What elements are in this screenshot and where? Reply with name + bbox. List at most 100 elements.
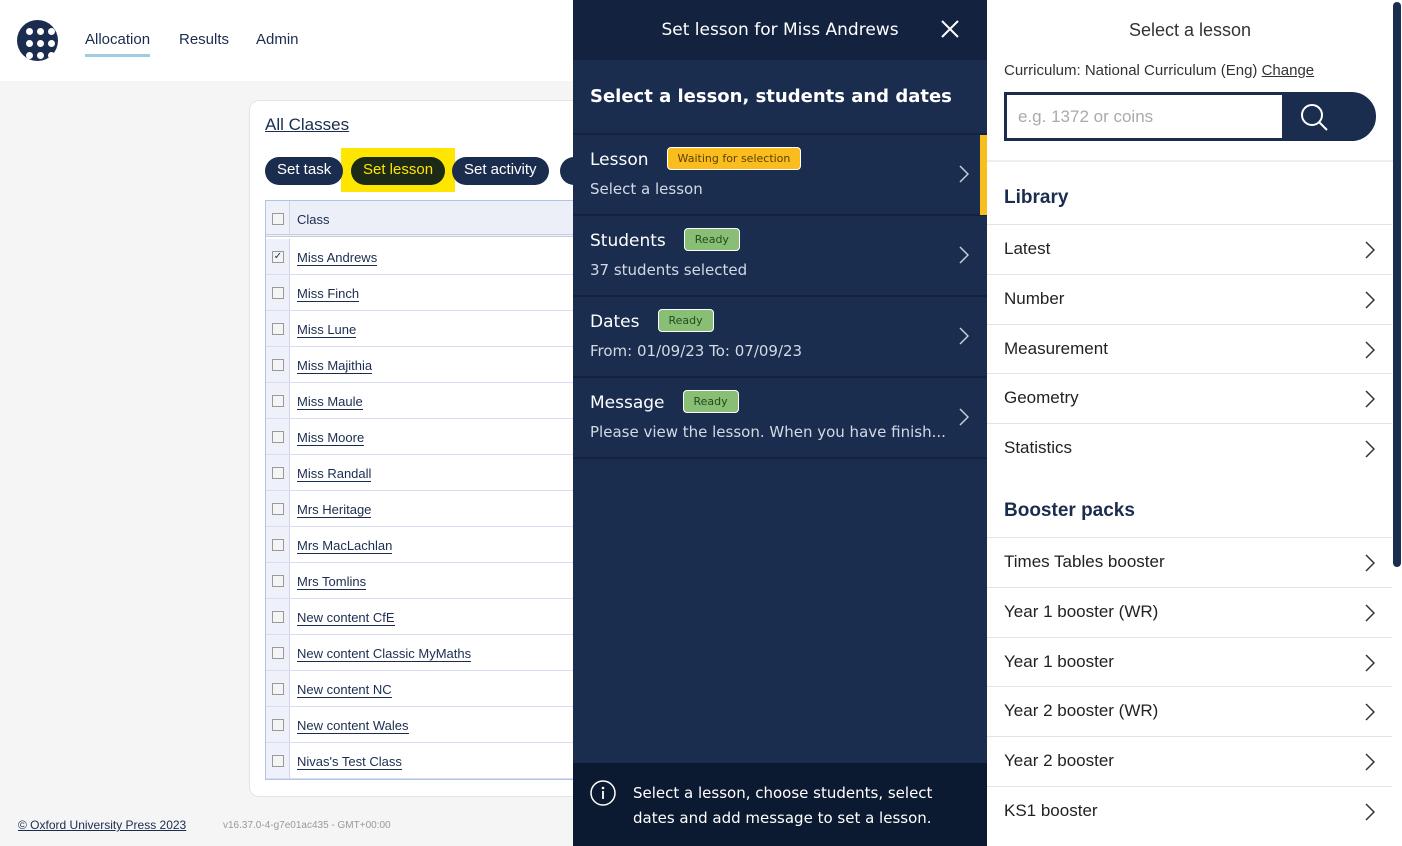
row-checkbox[interactable] xyxy=(272,539,284,551)
class-link[interactable]: Nivas's Test Class xyxy=(297,754,402,770)
list-item[interactable]: Geometry xyxy=(987,373,1392,423)
table-row: New content NC xyxy=(266,671,584,707)
app-grid-logo[interactable] xyxy=(17,20,58,61)
step-title: Message xyxy=(590,393,665,413)
row-checkbox[interactable] xyxy=(272,611,284,623)
select-lesson-panel: Select a lesson Curriculum: National Cur… xyxy=(987,0,1393,846)
table-row: Mrs Tomlins xyxy=(266,563,584,599)
row-checkbox[interactable] xyxy=(272,575,284,587)
class-link[interactable]: Miss Moore xyxy=(297,430,365,446)
row-checkbox[interactable]: ✓ xyxy=(272,251,284,263)
scrollbar[interactable] xyxy=(1393,0,1402,846)
list-item[interactable]: Latest xyxy=(987,224,1392,274)
table-row: New content Classic MyMaths xyxy=(266,635,584,671)
version-text: v16.37.0-4-g7e01ac435 - GMT+00:00 xyxy=(223,820,391,831)
row-checkbox[interactable] xyxy=(272,503,284,515)
class-link[interactable]: New content NC xyxy=(297,682,392,698)
row-checkbox[interactable] xyxy=(272,323,284,335)
lesson-search-input[interactable] xyxy=(1007,95,1282,138)
search-icon[interactable] xyxy=(1297,100,1333,136)
info-icon xyxy=(590,780,616,806)
list-item[interactable]: Measurement xyxy=(987,323,1392,374)
step-message[interactable]: Message Ready Please view the lesson. When… xyxy=(573,378,987,459)
class-link[interactable]: Miss Finch xyxy=(297,286,360,302)
step-dates[interactable]: Dates Ready From: 01/09/23 To: 07/09/23 xyxy=(573,297,987,378)
class-link[interactable]: Miss Majithia xyxy=(297,358,373,374)
class-link[interactable]: New content Wales xyxy=(297,718,409,734)
step-lesson[interactable]: Lesson Waiting for selection Select a less… xyxy=(573,135,987,216)
info-footer: Select a lesson, choose students, select… xyxy=(573,763,987,846)
row-checkbox[interactable] xyxy=(272,395,284,407)
status-badge: Ready xyxy=(682,390,739,413)
set-lesson-modal: Set lesson for Miss Andrews Select a les… xyxy=(573,0,987,846)
class-link[interactable]: Miss Randall xyxy=(297,466,372,482)
close-icon[interactable] xyxy=(939,18,961,40)
row-checkbox[interactable] xyxy=(272,755,284,767)
modal-subtitle: Select a lesson, students and dates xyxy=(573,60,987,135)
row-checkbox[interactable] xyxy=(272,359,284,371)
table-row: Miss Majithia xyxy=(266,347,584,383)
step-summary: Select a lesson xyxy=(590,180,703,198)
nav-allocation[interactable]: Allocation xyxy=(85,31,151,57)
list-item[interactable]: KS1 booster xyxy=(987,786,1392,836)
row-checkbox[interactable] xyxy=(272,647,284,659)
table-row: Nivas's Test Class xyxy=(266,743,584,779)
class-link[interactable]: Mrs Tomlins xyxy=(297,574,367,590)
row-checkbox[interactable] xyxy=(272,467,284,479)
table-row: New content Wales xyxy=(266,707,584,743)
curriculum-label: Curriculum: National Curriculum (Eng) xyxy=(1004,62,1258,79)
list-item[interactable]: Year 2 booster (WR) xyxy=(987,686,1392,736)
step-title: Dates xyxy=(590,312,640,332)
item-label: Times Tables booster xyxy=(1004,552,1165,571)
item-label: Measurement xyxy=(1004,338,1108,358)
table-row: Miss Randall xyxy=(266,455,584,491)
all-classes-link[interactable]: All Classes xyxy=(265,115,350,134)
nav-admin[interactable]: Admin xyxy=(256,31,299,48)
set-lesson-button[interactable]: Set lesson xyxy=(351,157,446,185)
item-label: Number xyxy=(1004,288,1065,308)
copyright-link[interactable]: © Oxford University Press 2023 xyxy=(18,818,187,832)
class-link[interactable]: Mrs Heritage xyxy=(297,502,372,518)
modal-title: Set lesson for Miss Andrews xyxy=(573,0,987,60)
status-badge: Waiting for selection xyxy=(666,147,802,170)
row-checkbox[interactable] xyxy=(272,719,284,731)
status-badge: Ready xyxy=(683,228,740,251)
set-activity-button[interactable]: Set activity xyxy=(452,157,549,185)
row-checkbox[interactable] xyxy=(272,287,284,299)
list-item[interactable]: Year 1 booster xyxy=(987,636,1392,687)
info-text: Select a lesson, choose students, select… xyxy=(633,784,933,827)
class-link[interactable]: Miss Andrews xyxy=(297,250,378,266)
list-item[interactable]: Statistics xyxy=(987,423,1392,473)
row-checkbox[interactable] xyxy=(272,683,284,695)
table-header: Class xyxy=(266,201,584,237)
class-link[interactable]: New content Classic MyMaths xyxy=(297,646,472,662)
status-badge: Ready xyxy=(657,309,714,332)
table-row: New content CfE xyxy=(266,599,584,635)
table-row: Mrs Heritage xyxy=(266,491,584,527)
item-label: Year 1 booster (WR) xyxy=(1004,601,1159,621)
row-checkbox[interactable] xyxy=(272,431,284,443)
step-summary: From: 01/09/23 To: 07/09/23 xyxy=(590,342,803,360)
list-item[interactable]: Number xyxy=(987,273,1392,324)
change-curriculum-link[interactable]: Change xyxy=(1261,62,1315,79)
step-students[interactable]: Students Ready 37 students selected xyxy=(573,216,987,297)
step-summary: Please view the lesson. When you have fi… xyxy=(590,423,946,441)
class-link[interactable]: Miss Maule xyxy=(297,394,363,410)
table-row: ✓ Miss Andrews xyxy=(266,239,584,275)
booster-heading: Booster packs xyxy=(1004,500,1135,521)
class-link[interactable]: Mrs MacLachlan xyxy=(297,538,393,554)
list-item[interactable]: Year 1 booster (WR) xyxy=(987,586,1392,637)
item-label: Year 2 booster xyxy=(1004,751,1114,771)
table-row: Miss Moore xyxy=(266,419,584,455)
classes-table: Class ✓ Miss Andrews Miss Finch Miss Lune Mi… xyxy=(265,200,585,780)
list-item[interactable]: Times Tables booster xyxy=(987,537,1392,587)
set-task-button[interactable]: Set task xyxy=(265,157,344,185)
select-all-checkbox[interactable] xyxy=(272,213,284,225)
nav-results[interactable]: Results xyxy=(179,31,230,48)
list-item[interactable]: Year 2 booster xyxy=(987,736,1392,786)
class-link[interactable]: New content CfE xyxy=(297,610,395,626)
class-link[interactable]: Miss Lune xyxy=(297,322,357,338)
chevron-right-icon xyxy=(959,246,971,264)
divider xyxy=(987,160,1393,162)
lesson-search xyxy=(1004,92,1376,141)
